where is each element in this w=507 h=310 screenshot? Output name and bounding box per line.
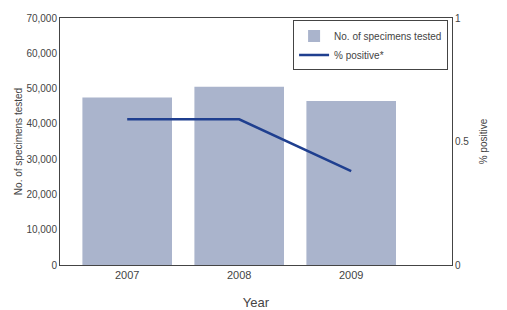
svg-text:60,000: 60,000 (26, 48, 57, 59)
svg-text:70,000: 70,000 (26, 13, 57, 24)
svg-text:1: 1 (455, 13, 461, 24)
svg-text:No. of specimens tested: No. of specimens tested (334, 31, 441, 42)
svg-text:2007: 2007 (115, 269, 139, 281)
svg-text:50,000: 50,000 (26, 83, 57, 94)
svg-text:0: 0 (51, 260, 57, 271)
svg-text:2008: 2008 (227, 269, 251, 281)
svg-text:0.5: 0.5 (455, 136, 469, 147)
svg-text:30,000: 30,000 (26, 154, 57, 165)
svg-text:Year: Year (243, 295, 270, 310)
svg-text:10,000: 10,000 (26, 224, 57, 235)
svg-text:40,000: 40,000 (26, 118, 57, 129)
svg-text:0: 0 (455, 260, 461, 271)
svg-text:20,000: 20,000 (26, 189, 57, 200)
svg-text:% positive: % positive (478, 118, 489, 164)
svg-text:2009: 2009 (339, 269, 363, 281)
svg-text:% positive*: % positive* (334, 50, 384, 61)
svg-text:No. of specimens tested: No. of specimens tested (13, 88, 24, 195)
